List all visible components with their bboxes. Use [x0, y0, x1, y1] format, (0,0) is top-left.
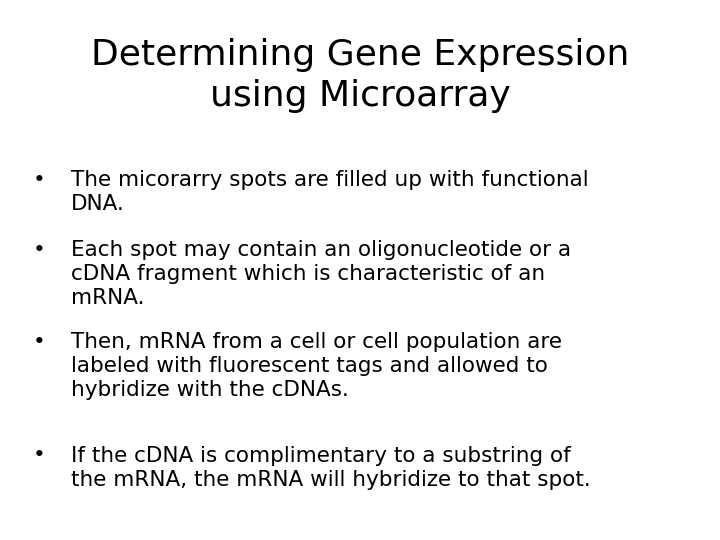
Text: •: •: [33, 446, 46, 465]
Text: Then, mRNA from a cell or cell population are
labeled with fluorescent tags and : Then, mRNA from a cell or cell populatio…: [71, 332, 562, 400]
Text: The micorarry spots are filled up with functional
DNA.: The micorarry spots are filled up with f…: [71, 170, 588, 214]
Text: •: •: [33, 240, 46, 260]
Text: •: •: [33, 332, 46, 352]
Text: Determining Gene Expression
using Microarray: Determining Gene Expression using Microa…: [91, 38, 629, 112]
Text: If the cDNA is complimentary to a substring of
the mRNA, the mRNA will hybridize: If the cDNA is complimentary to a substr…: [71, 446, 590, 489]
Text: Each spot may contain an oligonucleotide or a
cDNA fragment which is characteris: Each spot may contain an oligonucleotide…: [71, 240, 571, 308]
Text: •: •: [33, 170, 46, 190]
